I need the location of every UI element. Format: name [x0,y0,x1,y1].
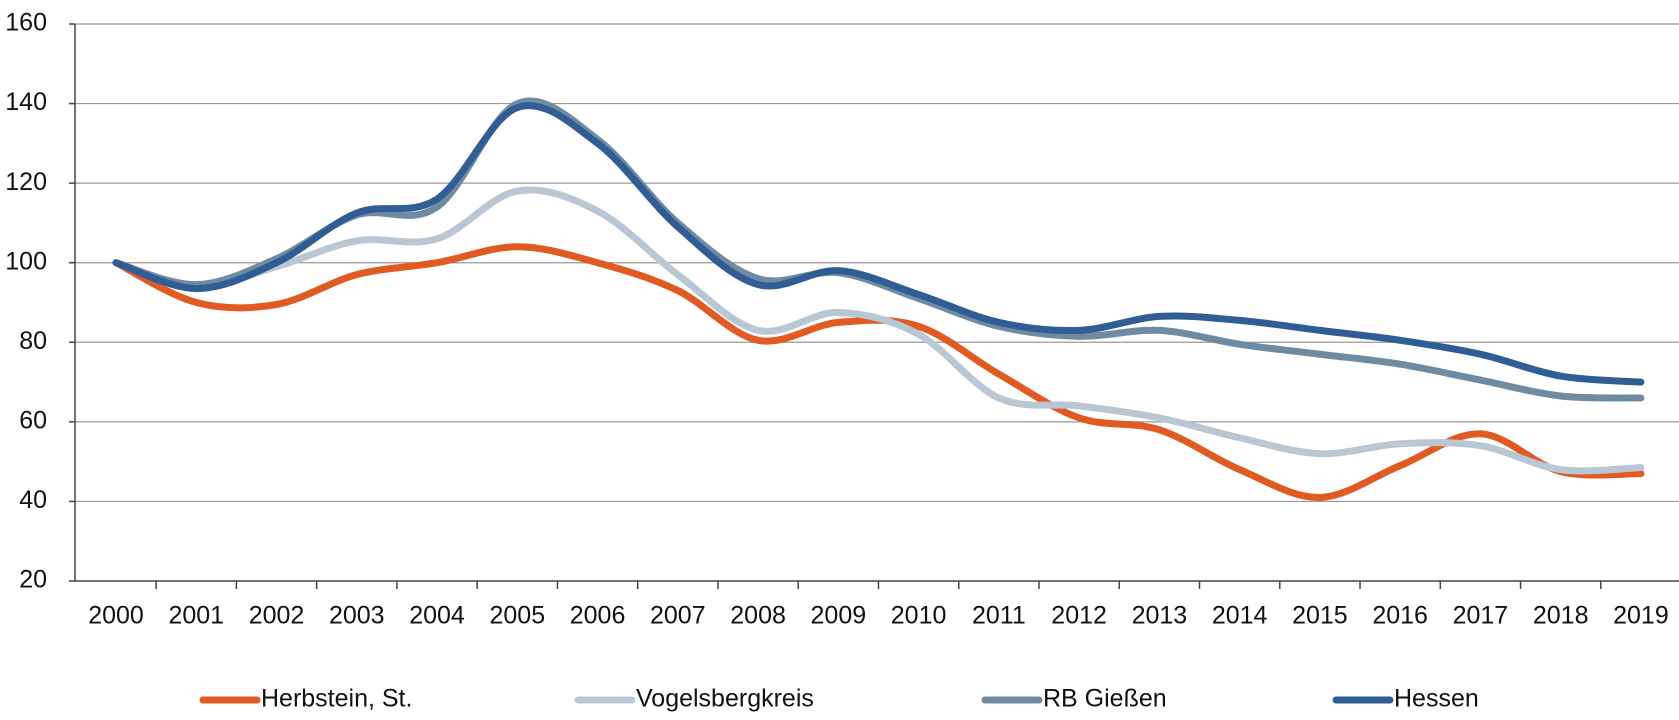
x-tick-label: 2013 [1132,602,1188,630]
y-tick-label: 140 [5,88,47,116]
x-tick-label: 2016 [1372,602,1428,630]
x-tick-label: 2000 [88,602,144,630]
x-tick-label: 2008 [730,602,786,630]
y-tick-label: 80 [19,327,47,355]
x-tick-label: 2001 [168,602,224,630]
x-tick-label: 2010 [891,602,947,630]
y-tick-label: 20 [19,566,47,594]
legend-label: Vogelsbergkreis [636,685,814,713]
x-tick-label: 2004 [409,602,465,630]
series-line [112,186,1645,475]
x-tick-label: 2005 [489,602,545,630]
y-tick-label: 60 [19,406,47,434]
series-line [112,102,1645,386]
x-tick-label: 2006 [570,602,626,630]
x-tick-label: 2003 [329,602,385,630]
x-tick-label: 2018 [1533,602,1589,630]
x-tick-label: 2012 [1051,602,1107,630]
x-tick-label: 2017 [1453,602,1509,630]
legend-label: Hessen [1394,685,1479,713]
x-tick-label: 2009 [811,602,867,630]
x-tick-label: 2007 [650,602,706,630]
x-tick-label: 2014 [1212,602,1268,630]
series-line [112,97,1645,402]
x-tick-label: 2015 [1292,602,1348,630]
legend-label: RB Gießen [1043,685,1167,713]
x-tick-label: 2002 [249,602,305,630]
y-tick-label: 100 [5,247,47,275]
y-tick-label: 40 [19,486,47,514]
y-tick-label: 160 [5,9,47,37]
legend-label: Herbstein, St. [261,685,412,713]
x-tick-label: 2011 [972,602,1026,630]
x-tick-label: 2019 [1613,602,1669,630]
y-tick-label: 120 [5,168,47,196]
